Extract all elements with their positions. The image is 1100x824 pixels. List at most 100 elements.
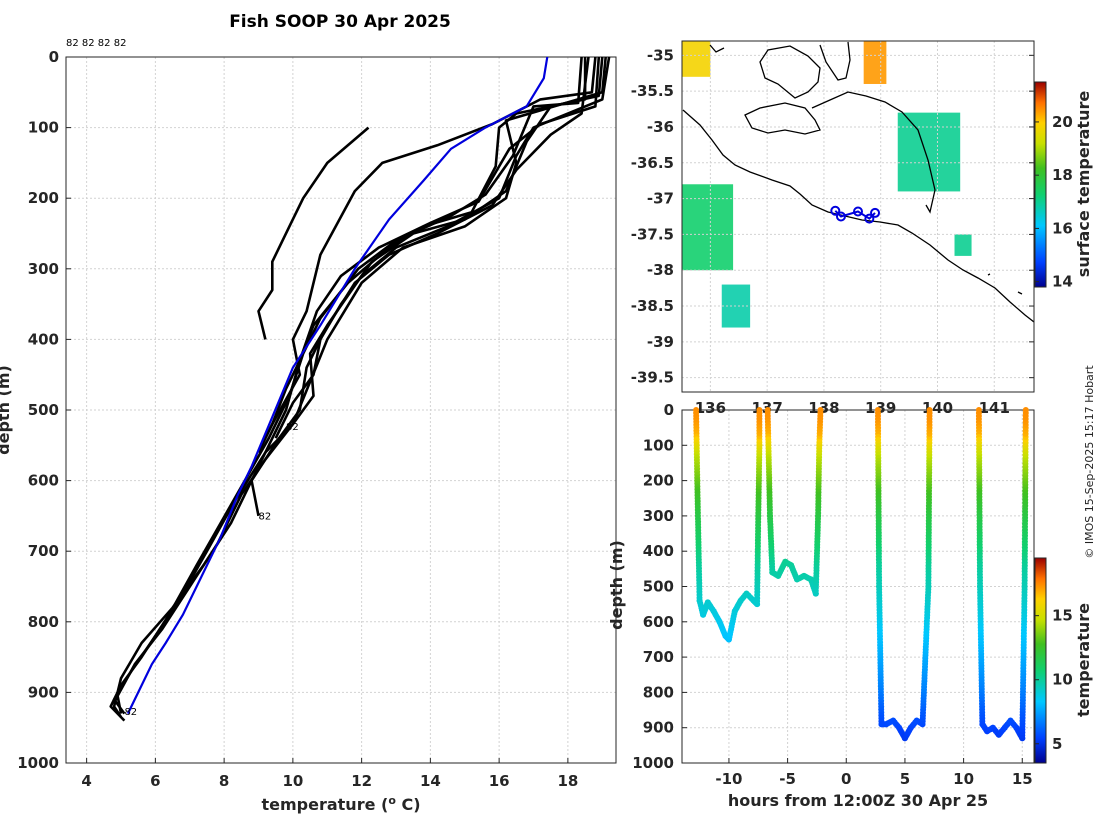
temperature-colorbar xyxy=(1034,557,1047,764)
temperature-profile-line xyxy=(116,56,607,714)
sst-colorbar-tick-label: 16 xyxy=(1052,219,1073,237)
profile-y-tick-label: 600 xyxy=(28,472,59,490)
profile-x-tick-label: 12 xyxy=(351,772,372,790)
sst-colorbar-ticks: 14 16 18 20 xyxy=(1035,113,1073,291)
map-lat-tick-label: -36 xyxy=(647,118,674,136)
profile-x-tick-label: 10 xyxy=(282,772,303,790)
profile-chart: Fish SOOP 30 Apr 2025 82 82 82 82 4 6 8 10 1… xyxy=(0,12,617,814)
depth-time-y-tick-label: 300 xyxy=(643,507,674,525)
map-lon-tick-label: 141 xyxy=(979,399,1010,417)
cast-location-marker xyxy=(870,207,881,218)
profile-ticks: 4 6 8 10 12 14 16 18 0 100 200 300 400 500 600 700 800 90… xyxy=(17,48,578,790)
temperature-colorbar-tick-label: 10 xyxy=(1052,671,1073,689)
profile-id-label: 82 xyxy=(286,422,299,433)
profile-y-tick-label: 900 xyxy=(28,683,59,701)
map-lon-tick-label: 138 xyxy=(808,399,839,417)
map-ticks: 136137138139140141-35-35.5-36-36.5-37-37… xyxy=(631,46,1034,417)
depth-time-x-tick-label: 10 xyxy=(953,770,974,788)
sst-patch xyxy=(897,112,961,192)
cast-point xyxy=(1022,407,1029,413)
profile-y-tick-label: 400 xyxy=(28,330,59,348)
sst-patch xyxy=(682,41,711,77)
map-lat-tick-label: -35 xyxy=(647,46,674,64)
depth-time-y-tick-label: 700 xyxy=(643,648,674,666)
chart-title: Fish SOOP 30 Apr 2025 xyxy=(229,12,451,32)
temperature-profile-line xyxy=(257,57,587,453)
ship-track xyxy=(830,205,881,224)
depth-time-y-tick-label: 500 xyxy=(643,578,674,596)
temperature-profile-line xyxy=(109,56,583,722)
reference-profile-line xyxy=(126,56,549,715)
temperature-colorbar-tick-label: 5 xyxy=(1052,735,1062,753)
profile-y-tick-label: 200 xyxy=(28,189,59,207)
sst-colorbar xyxy=(1034,81,1047,288)
temperature-colorbar-tick-label: 15 xyxy=(1052,607,1073,625)
profile-annotations: 82 82 82 xyxy=(124,422,298,718)
map-lat-tick-label: -36.5 xyxy=(631,154,674,172)
profile-grid xyxy=(66,56,616,764)
map-axes-frame xyxy=(681,40,1035,393)
sst-patch xyxy=(954,234,972,256)
profile-lines xyxy=(109,56,611,722)
profile-y-tick-label: 300 xyxy=(28,260,59,278)
map-lon-tick-label: 140 xyxy=(922,399,953,417)
cast-point xyxy=(756,407,763,413)
ship-track-line xyxy=(834,210,876,220)
depth-time-y-tick-label: 1000 xyxy=(632,754,674,772)
profile-id-label: 82 xyxy=(124,707,137,718)
sst-map: 136137138139140141-35-35.5-36-36.5-37-37… xyxy=(631,40,1093,417)
profile-x-tick-label: 6 xyxy=(150,772,160,790)
depth-time-y-tick-label: 100 xyxy=(643,436,674,454)
map-lat-tick-label: -39.5 xyxy=(631,369,674,387)
cast-point xyxy=(926,407,933,413)
profile-y-tick-label: 700 xyxy=(28,542,59,560)
map-lat-tick-label: -38.5 xyxy=(631,297,674,315)
temperature-colorbar-ticks: 5 10 15 xyxy=(1035,607,1073,753)
temperature-colorbar-label: temperature xyxy=(1074,603,1093,717)
profile-x-tick-label: 4 xyxy=(81,772,91,790)
depth-time-y-tick-label: 0 xyxy=(664,401,674,419)
profile-y-tick-label: 500 xyxy=(28,401,59,419)
temperature-profile-line xyxy=(257,126,370,340)
sst-colorbar-tick-label: 20 xyxy=(1052,113,1073,131)
sst-patch xyxy=(682,184,734,271)
map-lon-tick-label: 136 xyxy=(695,399,726,417)
cast-location-marker xyxy=(864,213,875,224)
map-lat-tick-label: -38 xyxy=(647,261,674,279)
depth-time-y-tick-label: 900 xyxy=(643,719,674,737)
sst-cells xyxy=(682,41,972,328)
depth-time-x-tick-label: 0 xyxy=(841,770,851,788)
profile-y-tick-label: 0 xyxy=(49,48,59,66)
cast-location-marker xyxy=(853,206,863,217)
depth-time-ticks: -10 -5 0 5 10 15 0 100 200 300 400 500 600 700 800 900 1… xyxy=(632,401,1032,788)
temperature-profile-line xyxy=(257,56,597,453)
cast-location-marker xyxy=(835,211,846,222)
profile-y-tick-label: 800 xyxy=(28,613,59,631)
depth-time-grid xyxy=(682,409,1034,764)
depth-time-y-tick-label: 600 xyxy=(643,613,674,631)
depth-time-y-tick-label: 800 xyxy=(643,683,674,701)
sst-colorbar-tick-label: 18 xyxy=(1052,166,1073,184)
depth-time-y-tick-label: 400 xyxy=(643,542,674,560)
map-grid xyxy=(682,41,1034,392)
depth-time-x-tick-label: 15 xyxy=(1012,770,1033,788)
coastline xyxy=(682,41,1035,323)
cast-location-marker xyxy=(830,205,841,216)
depth-time-x-tick-label: -5 xyxy=(779,770,796,788)
map-lat-tick-label: -39 xyxy=(647,333,674,351)
depth-time-x-tick-label: 5 xyxy=(900,770,910,788)
profile-y-tick-label: 100 xyxy=(28,119,59,137)
sst-patch xyxy=(863,41,887,84)
profile-x-tick-label: 8 xyxy=(219,772,229,790)
cast-point xyxy=(817,407,824,413)
profile-y-tick-label: 1000 xyxy=(17,754,59,772)
sst-colorbar-tick-label: 14 xyxy=(1052,273,1073,291)
credit-text: © IMOS 15-Sep-2025 15:17 Hobart xyxy=(1083,365,1096,559)
temperature-profile-line xyxy=(112,56,601,715)
map-lon-tick-label: 139 xyxy=(865,399,896,417)
profile-x-tick-label: 16 xyxy=(489,772,510,790)
depth-time-y-axis-label: depth (m) xyxy=(607,540,626,630)
sst-colorbar-label: surface temperature xyxy=(1074,91,1093,278)
profile-id-label: 82 xyxy=(259,511,272,522)
depth-time-x-tick-label: -10 xyxy=(715,770,742,788)
